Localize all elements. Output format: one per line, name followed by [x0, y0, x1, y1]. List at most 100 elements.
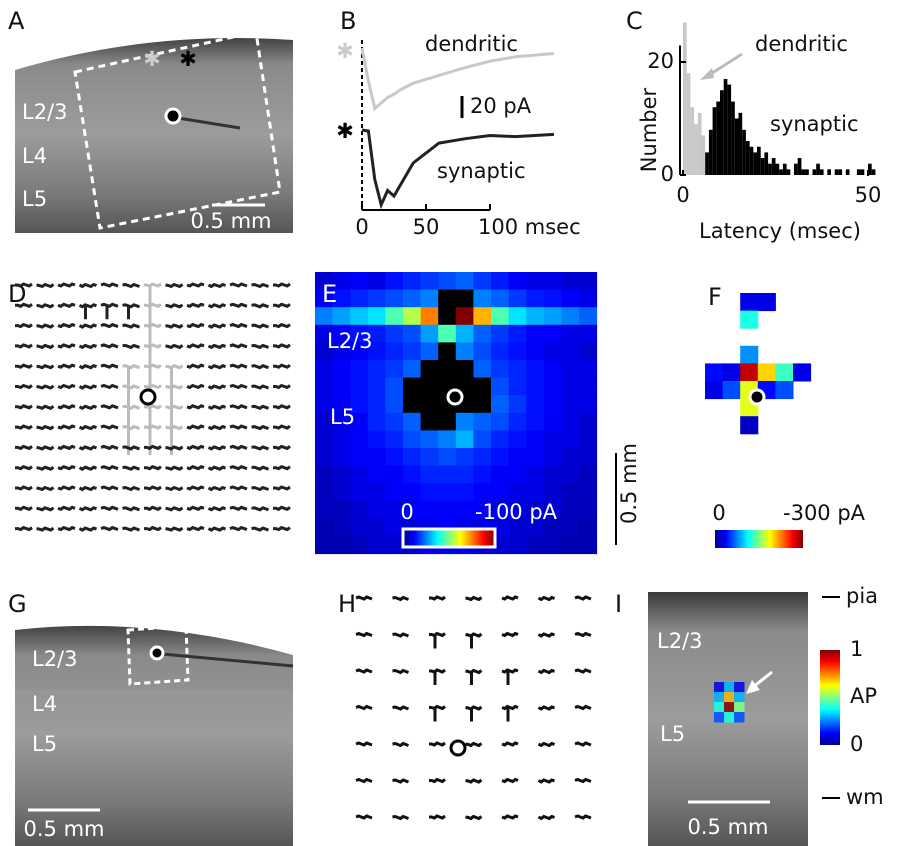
heat-cell — [579, 501, 597, 519]
panel-letter: G — [8, 590, 27, 618]
trace — [101, 507, 118, 509]
histogram-bar — [742, 130, 746, 175]
heat-cell — [368, 448, 386, 466]
trace — [393, 707, 409, 709]
heat-cell — [509, 290, 527, 308]
trace — [273, 467, 290, 469]
heat-cell — [526, 360, 544, 378]
colorbar — [820, 650, 840, 745]
trace — [37, 427, 54, 429]
masked-cell — [456, 360, 474, 378]
trace — [166, 345, 183, 347]
scale-label: 20 pA — [470, 94, 532, 118]
heat-cell — [544, 448, 562, 466]
trace — [101, 365, 118, 367]
heat-cell — [705, 363, 723, 381]
colorbar-label: 0 — [400, 500, 413, 524]
histogram-bar — [805, 169, 809, 175]
heat-cell — [368, 290, 386, 308]
heat-cell — [421, 483, 439, 501]
heat-cell — [509, 466, 527, 484]
histogram-bar — [779, 169, 783, 175]
trace — [209, 406, 226, 408]
layer-label: L2/3 — [657, 629, 703, 653]
heat-cell — [723, 381, 741, 399]
trace — [15, 507, 32, 509]
heat-cell — [403, 413, 421, 431]
wm-label: wm — [846, 785, 884, 809]
heat-cell — [350, 536, 368, 554]
heat-cell — [544, 483, 562, 501]
heat-cell — [385, 536, 403, 554]
heat-cell — [368, 378, 386, 396]
heat-cell — [579, 307, 597, 325]
masked-cell — [438, 378, 456, 396]
heat-cell — [544, 290, 562, 308]
annotation: synaptic — [770, 112, 859, 136]
trace — [15, 446, 32, 448]
heat-cell — [368, 430, 386, 448]
heat-cell — [491, 448, 509, 466]
heat-cell — [385, 395, 403, 413]
trace — [144, 325, 161, 354]
heat-cell — [315, 501, 333, 519]
masked-cell — [456, 378, 474, 396]
trace — [37, 406, 54, 408]
colorbar — [403, 529, 495, 547]
trace — [123, 406, 140, 435]
heat-cell — [368, 395, 386, 413]
histogram-bar — [683, 22, 687, 175]
heat-cell — [544, 325, 562, 343]
heat-cell — [509, 272, 527, 290]
trace — [230, 325, 247, 327]
x-tick-label: 0 — [676, 183, 689, 207]
heat-cell — [421, 342, 439, 360]
trace — [187, 284, 204, 286]
trace — [144, 467, 161, 469]
heat-cell — [403, 272, 421, 290]
histogram-bar — [776, 164, 780, 175]
heat-cell — [456, 483, 474, 501]
histogram-bar — [794, 164, 798, 175]
heat-cell — [438, 466, 456, 484]
heat-cell — [491, 360, 509, 378]
histogram-bar — [801, 169, 805, 175]
histogram-bar — [827, 169, 831, 175]
histogram-bar — [735, 119, 739, 176]
x-tick-label: 50 — [855, 183, 882, 207]
heat-cell — [509, 536, 527, 554]
heat-cell — [385, 342, 403, 360]
trace — [15, 426, 32, 428]
trace — [144, 426, 161, 455]
heat-cell — [473, 342, 491, 360]
trace — [502, 743, 518, 745]
trace — [252, 345, 269, 347]
heat-cell — [333, 466, 351, 484]
trace — [58, 528, 75, 530]
masked-cell — [438, 413, 456, 431]
trace — [101, 284, 118, 286]
trace — [15, 345, 32, 347]
trace — [123, 427, 140, 456]
trace — [187, 365, 204, 367]
heat-cell — [705, 381, 723, 399]
trace — [209, 305, 226, 307]
trace — [101, 406, 118, 408]
trace — [393, 780, 409, 782]
trace — [58, 507, 75, 509]
trace — [252, 508, 269, 510]
trace — [101, 446, 118, 448]
trace — [123, 488, 140, 490]
trace — [37, 447, 54, 449]
trace — [273, 304, 290, 306]
heat-cell — [385, 325, 403, 343]
heat-cell — [740, 363, 758, 381]
x-tick-label: 0 — [355, 215, 368, 239]
trace — [80, 528, 97, 530]
heat-cell — [350, 501, 368, 519]
trace — [209, 325, 226, 327]
trace — [187, 507, 204, 509]
heat-cell — [579, 483, 597, 501]
trace — [101, 386, 118, 388]
colorbar-label: 1 — [850, 637, 863, 661]
